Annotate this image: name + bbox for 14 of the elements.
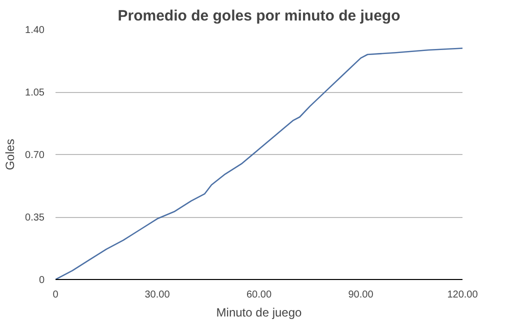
x-axis-title: Minuto de juego	[216, 306, 302, 320]
x-tick-label: 120.00	[447, 290, 478, 300]
y-tick-label: 0	[38, 275, 45, 286]
x-tick-label: 30.00	[144, 290, 170, 300]
x-tick-label: 90.00	[348, 290, 374, 300]
y-tick-label: 0.35	[25, 212, 45, 224]
x-tick-label: 60.00	[246, 290, 272, 300]
y-tick-label: 0.70	[25, 150, 45, 161]
y-tick-label: 1.40	[25, 25, 45, 36]
y-axis-title: Goles	[3, 138, 18, 170]
line-series	[56, 48, 462, 280]
chart-title: Promedio de goles por minuto de juego	[118, 8, 400, 24]
x-tick-label: 0	[52, 290, 59, 300]
y-tick-label: 1.05	[25, 88, 45, 98]
